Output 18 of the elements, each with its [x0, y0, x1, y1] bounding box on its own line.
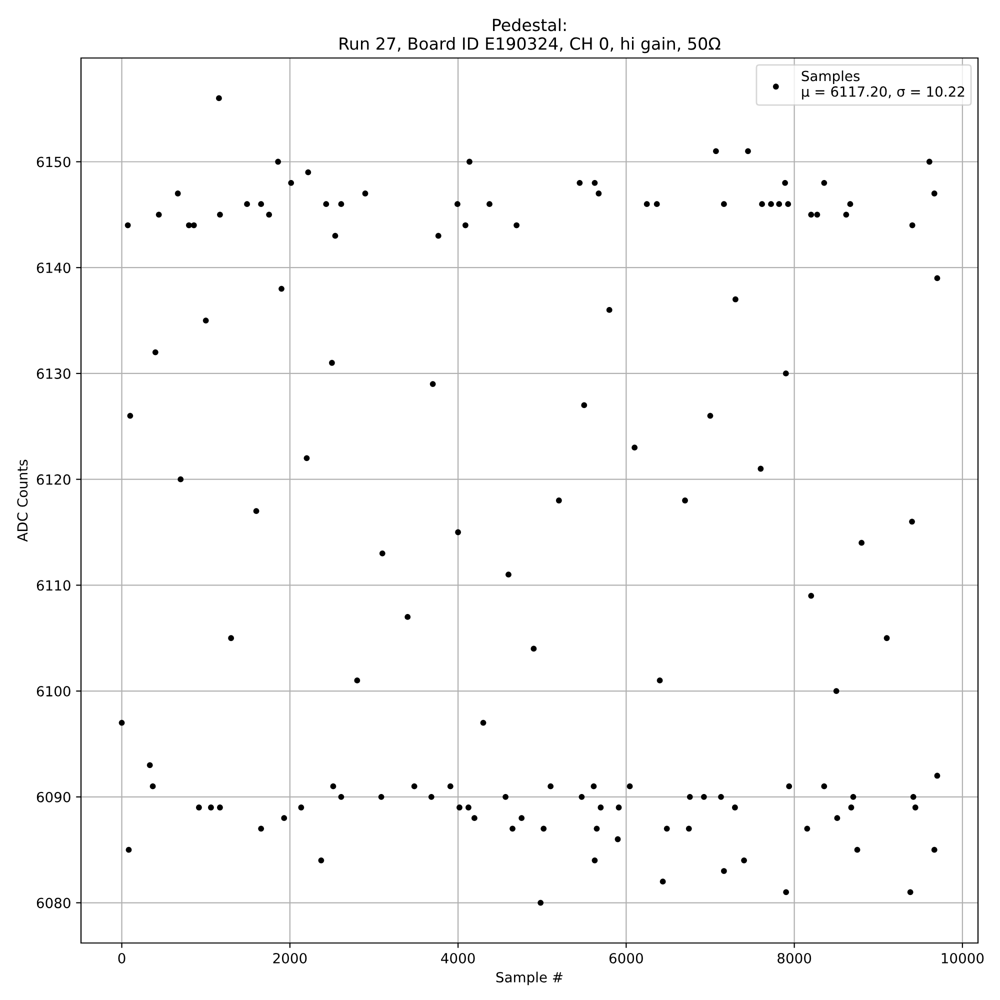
x-tick-label: 8000	[778, 952, 812, 964]
y-tick-label: 6120	[36, 474, 70, 485]
x-tick-label: 0	[118, 952, 126, 964]
y-tick-label: 6150	[36, 156, 70, 168]
y-tick-label: 6110	[36, 580, 70, 591]
y-axis-title: ADC Counts	[17, 460, 28, 542]
chart-title: Pedestal: Run 27, Board ID E190324, CH 0, hi gain, 50Ω	[340, 18, 720, 54]
x-tick-label: 4000	[441, 952, 475, 964]
y-tick-label: 6140	[36, 262, 70, 274]
x-tick-label: 2000	[273, 952, 307, 964]
x-axis-title: Sample #	[496, 972, 562, 986]
y-tick-label: 6090	[36, 792, 70, 802]
y-tick-label: 6100	[36, 686, 70, 697]
y-tick-label: 6130	[36, 368, 70, 379]
x-tick-label: 10000	[942, 952, 984, 964]
legend-label: Samples μ = 6117.20, σ = 10.22	[802, 70, 964, 100]
y-tick-label: 6080	[36, 898, 70, 908]
x-tick-label: 6000	[609, 952, 643, 964]
